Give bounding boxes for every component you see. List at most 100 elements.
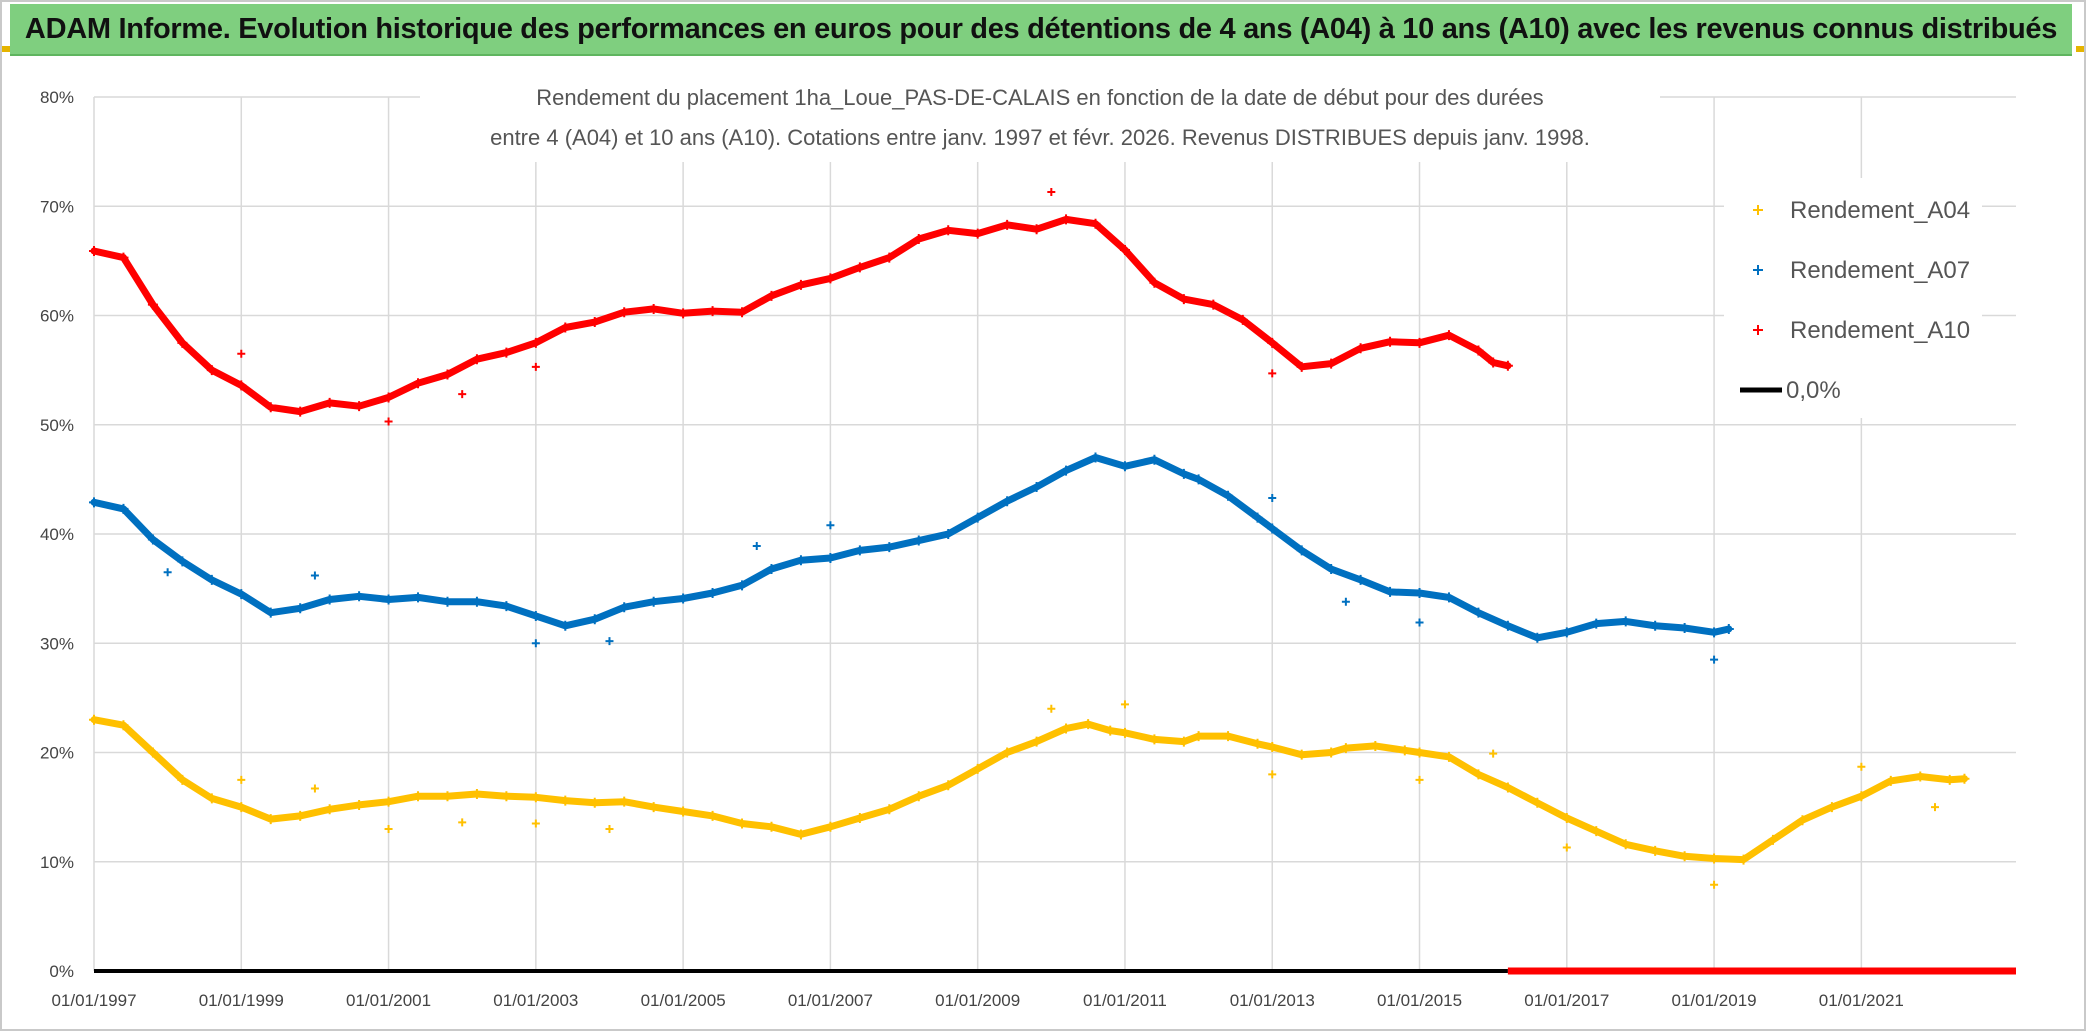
series-a07-point bbox=[295, 603, 306, 614]
series-a10-point bbox=[206, 365, 217, 376]
y-tick-label: 60% bbox=[40, 307, 74, 326]
series-a07-point bbox=[1326, 563, 1337, 574]
x-tick-label: 01/01/2009 bbox=[935, 991, 1020, 1010]
series-a07-point bbox=[1473, 607, 1484, 618]
series-a04-point bbox=[413, 791, 424, 802]
series-a04-point bbox=[884, 804, 895, 815]
series-a07-point bbox=[471, 596, 482, 607]
series-a07-point bbox=[177, 556, 188, 567]
series-a07-point bbox=[530, 610, 541, 621]
series-a04-point bbox=[1650, 845, 1661, 856]
series-a10-point bbox=[1385, 336, 1396, 347]
series-a04-point bbox=[295, 810, 306, 821]
corner-mark-right bbox=[2076, 46, 2084, 52]
series-a07-point bbox=[1414, 587, 1425, 598]
series-a04-point bbox=[89, 714, 99, 725]
series-a07-outlier bbox=[310, 571, 319, 580]
series-a04-point bbox=[648, 802, 659, 813]
series-a04-point bbox=[1178, 736, 1189, 747]
series-a04-point bbox=[1340, 743, 1351, 754]
series-a07-outlier bbox=[1268, 493, 1277, 502]
series-a07-outlier bbox=[1710, 655, 1719, 664]
series-a07-point bbox=[501, 601, 512, 612]
series-a07-point bbox=[972, 512, 983, 523]
x-tick-label: 01/01/2019 bbox=[1672, 991, 1757, 1010]
series-a04-outlier bbox=[531, 819, 540, 828]
series-a04-point bbox=[737, 818, 748, 829]
series-a07-outlier bbox=[163, 568, 172, 577]
series-a04-point bbox=[1252, 738, 1263, 749]
series-a07-point bbox=[1193, 474, 1204, 485]
series-a04-band bbox=[90, 716, 1968, 864]
banner-title: ADAM Informe. Evolution historique des p… bbox=[24, 12, 2058, 45]
series-a04-outlier bbox=[1120, 700, 1129, 709]
series-a04-point bbox=[1414, 747, 1425, 758]
series-a07-point bbox=[1296, 545, 1307, 556]
series-a04-outlier bbox=[1268, 770, 1277, 779]
series-a04-outlier bbox=[310, 784, 319, 793]
series-a04-point bbox=[1738, 854, 1749, 865]
series-a10-point bbox=[854, 262, 865, 273]
x-tick-label: 01/01/2001 bbox=[346, 991, 431, 1010]
series-a04-point bbox=[1856, 791, 1867, 802]
series-a04-point bbox=[206, 793, 217, 804]
series-a07-outlier bbox=[531, 639, 540, 648]
series-a10-point bbox=[1473, 345, 1484, 356]
x-tick-label: 01/01/2011 bbox=[1083, 991, 1167, 1010]
series-a07-point bbox=[1679, 622, 1690, 633]
series-a10-point bbox=[89, 246, 99, 257]
series-a10-point bbox=[1414, 337, 1425, 348]
x-tick-label: 01/01/1997 bbox=[51, 991, 136, 1010]
series-a07-point bbox=[383, 594, 394, 605]
series-a07-point bbox=[560, 620, 571, 631]
series-a10-outlier bbox=[531, 362, 540, 371]
series-a07-point bbox=[1650, 620, 1661, 631]
y-tick-label: 80% bbox=[40, 88, 74, 107]
series-a07-point bbox=[1061, 465, 1072, 476]
legend-background bbox=[1724, 178, 1982, 418]
x-tick-label: 01/01/2007 bbox=[788, 991, 873, 1010]
series-a07-point bbox=[1252, 512, 1263, 523]
series-a10-point bbox=[707, 306, 718, 317]
series-a04-point bbox=[1709, 853, 1720, 864]
chart-title-background bbox=[420, 76, 1660, 162]
series-a04-point bbox=[1193, 731, 1204, 742]
series-a07-point bbox=[766, 563, 777, 574]
series-a07-point bbox=[1267, 523, 1278, 534]
series-a07-point bbox=[1178, 468, 1189, 479]
series-a04-outlier bbox=[1857, 762, 1866, 771]
series-a10-point bbox=[1149, 277, 1160, 288]
series-a07-point bbox=[413, 592, 424, 603]
series-a07-point bbox=[854, 545, 865, 556]
series-a10-outlier bbox=[237, 349, 246, 358]
corner-mark-left bbox=[2, 46, 10, 52]
legend-plus-marker bbox=[1753, 265, 1763, 275]
y-tick-label: 70% bbox=[40, 197, 74, 216]
series-a10-outlier bbox=[458, 390, 467, 399]
series-a04-point bbox=[324, 804, 335, 815]
series-a07-point bbox=[1031, 482, 1042, 493]
y-tick-label: 20% bbox=[40, 744, 74, 763]
series-a04-point bbox=[589, 797, 600, 808]
series-a10-point bbox=[1267, 337, 1278, 348]
series-a07-point bbox=[354, 591, 365, 602]
series-a04-outlier bbox=[1489, 749, 1498, 758]
series-a10-point bbox=[913, 234, 924, 245]
legend-label: Rendement_A10 bbox=[1790, 317, 1970, 344]
series-a04-point bbox=[795, 829, 806, 840]
series-a10-point bbox=[1061, 214, 1072, 225]
series-a10-point bbox=[766, 290, 777, 301]
series-a04-point bbox=[913, 791, 924, 802]
series-a04-point bbox=[501, 791, 512, 802]
series-a10-point bbox=[943, 225, 954, 236]
series-a04-point bbox=[1061, 723, 1072, 734]
series-a10-point bbox=[442, 369, 453, 380]
series-a04-point bbox=[1443, 751, 1454, 762]
legend-plus-marker bbox=[1753, 325, 1763, 335]
y-tick-label: 30% bbox=[40, 634, 74, 653]
series-a07-point bbox=[619, 602, 630, 613]
series-a04-outlier bbox=[458, 818, 467, 827]
series-a04-outlier bbox=[237, 775, 246, 784]
y-tick-label: 50% bbox=[40, 416, 74, 435]
